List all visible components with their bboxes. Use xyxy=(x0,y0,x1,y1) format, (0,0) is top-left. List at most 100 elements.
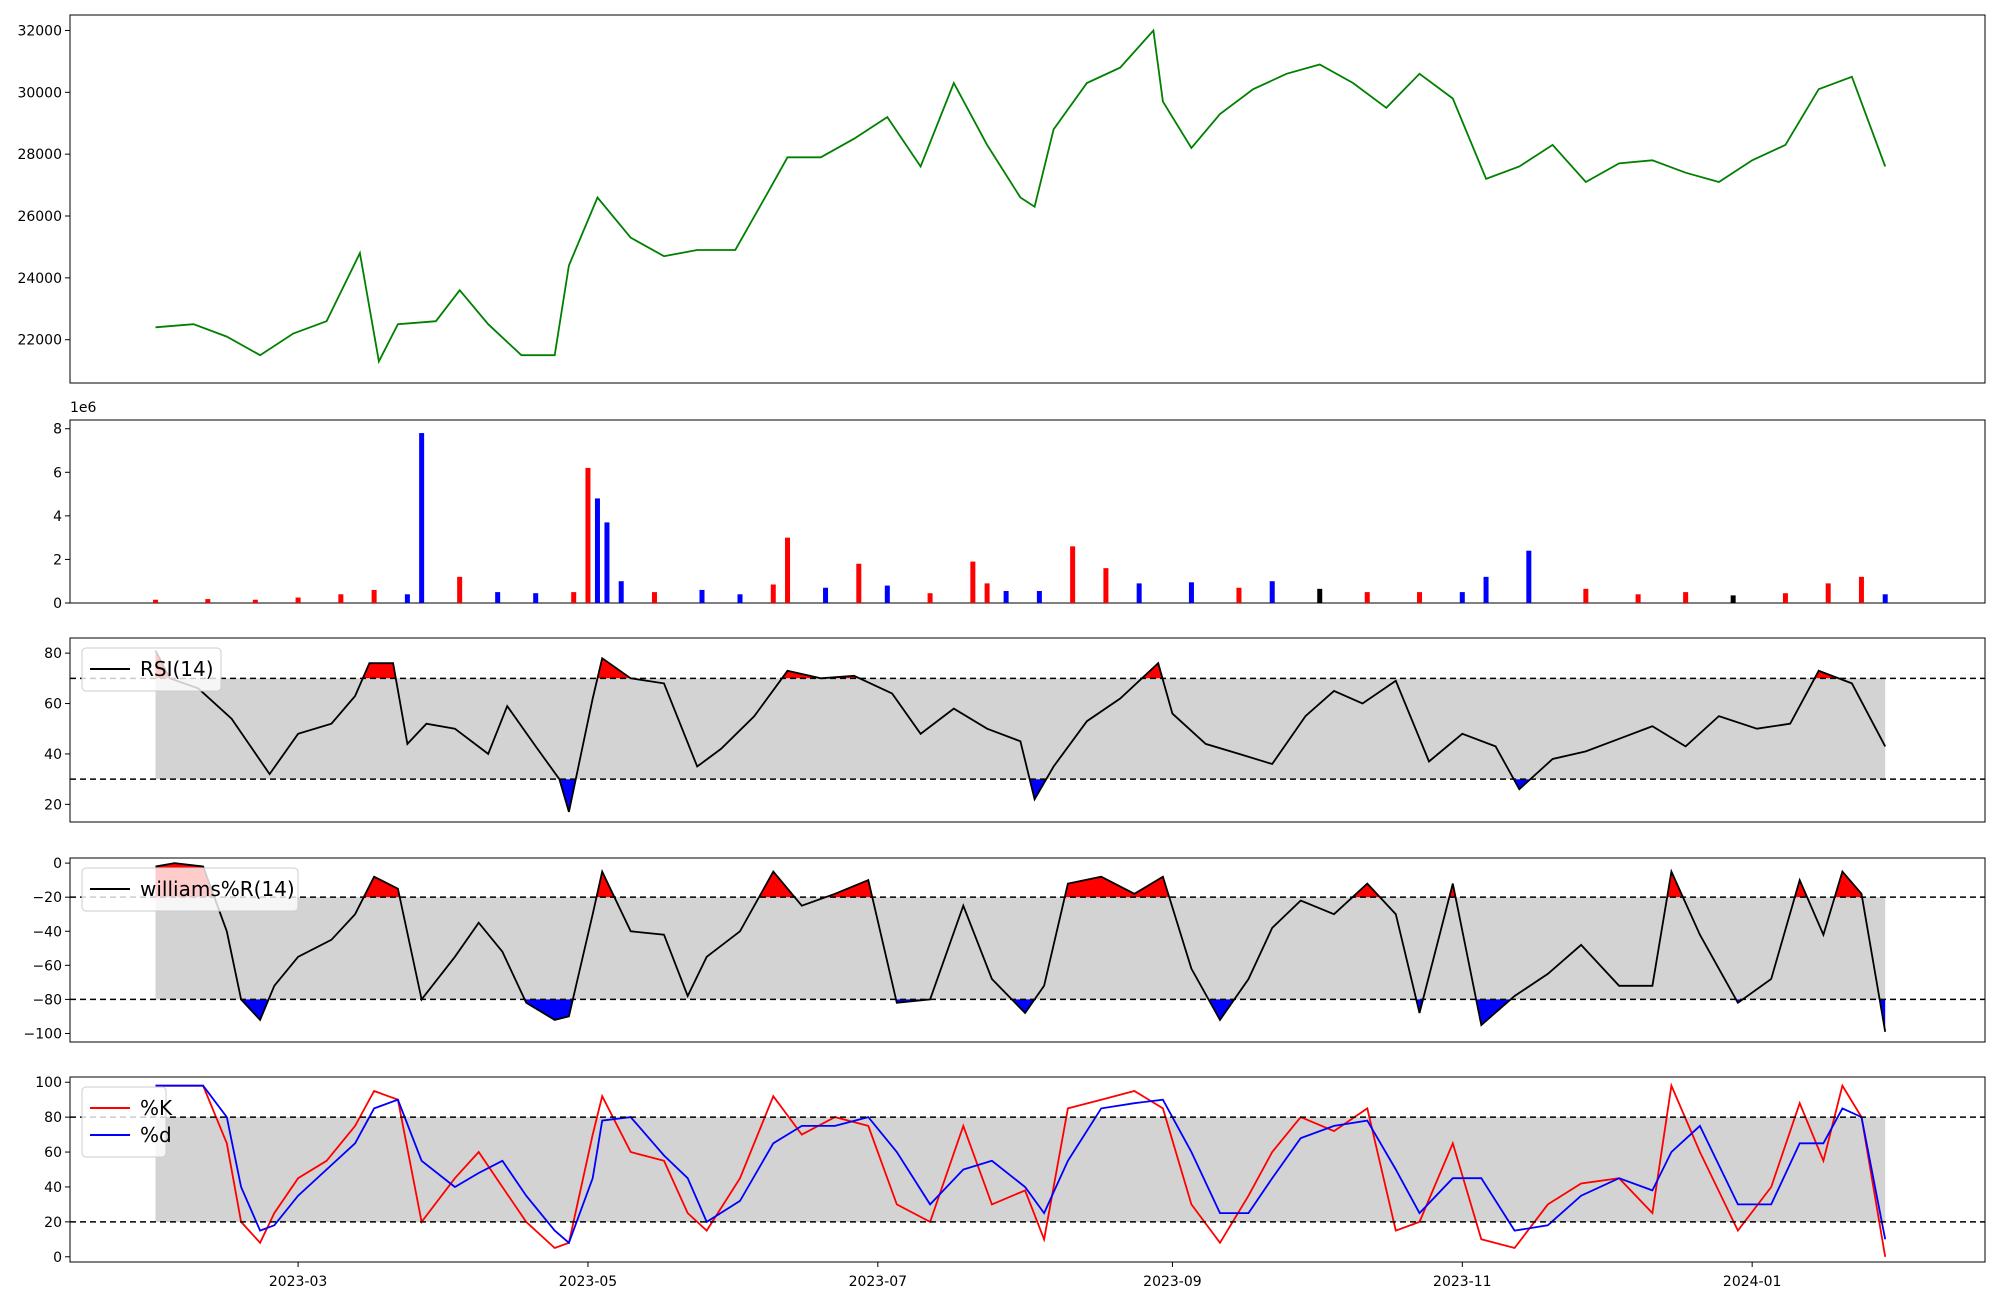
y-tick-label: 2 xyxy=(53,552,62,568)
volume-bar xyxy=(970,561,976,603)
volume-bar xyxy=(1417,592,1423,603)
indicator-line xyxy=(155,862,1887,1032)
overbought-fill xyxy=(1794,880,1808,898)
y-tick-label: 20 xyxy=(44,1215,62,1231)
oversold-fill xyxy=(1011,999,1035,1013)
y-tick-label: 4 xyxy=(53,509,62,525)
y-multiplier-label: 1e6 xyxy=(70,400,97,416)
volume-bar xyxy=(770,584,776,603)
x-tick-label: 2023-03 xyxy=(269,1274,328,1290)
volume-bar xyxy=(1070,546,1076,603)
y-tick-label: 0 xyxy=(53,596,62,612)
y-tick-label: 100 xyxy=(35,1075,62,1091)
volume-bar xyxy=(404,594,410,603)
volume-bar xyxy=(419,433,425,603)
volume-bar xyxy=(618,581,624,603)
volume-panel: 0 2 4 6 8 1e6 xyxy=(53,400,1986,612)
volume-bar xyxy=(1236,587,1242,603)
oversold-fill xyxy=(1513,779,1531,790)
overbought-fill xyxy=(1064,876,1170,898)
volume-bar xyxy=(1483,576,1489,603)
overbought-fill xyxy=(1352,883,1380,898)
volume-bar xyxy=(785,537,791,603)
y-tick-label: −40 xyxy=(32,924,62,940)
y-tick-label: 30000 xyxy=(17,85,62,101)
volume-bar xyxy=(1103,568,1109,603)
volume-bar xyxy=(585,467,591,603)
x-tick-label: 2023-07 xyxy=(849,1274,908,1290)
neutral-band xyxy=(155,1117,1886,1222)
volume-bar xyxy=(651,592,657,603)
y-tick-label: −20 xyxy=(32,890,62,906)
overbought-fill xyxy=(759,871,795,898)
volume-bar xyxy=(457,576,463,603)
volume-bar xyxy=(295,597,301,603)
y-tick-label: 0 xyxy=(53,1250,62,1266)
rsi-panel: RSI(14) 20 40 60 80 xyxy=(44,637,1986,823)
oversold-fill xyxy=(559,779,576,812)
y-tick-label: 0 xyxy=(53,856,62,872)
price-line xyxy=(155,28,1887,365)
legend-label: RSI(14) xyxy=(140,657,214,681)
y-tick-label: 28000 xyxy=(17,147,62,163)
volume-bar xyxy=(1526,550,1532,603)
neutral-band xyxy=(155,678,1886,780)
x-tick-label: 2023-09 xyxy=(1143,1274,1202,1290)
volume-bar xyxy=(1882,594,1888,603)
y-tick-label: −80 xyxy=(32,992,62,1008)
price-panel: 22000 24000 26000 28000 30000 32000 xyxy=(17,14,1986,384)
y-tick-label: 24000 xyxy=(17,271,62,287)
volume-bar xyxy=(1459,592,1465,603)
y-tick-label: 8 xyxy=(53,422,62,438)
volume-bar xyxy=(1683,592,1689,603)
y-tick-label: 60 xyxy=(44,697,62,713)
volume-bar xyxy=(604,522,610,603)
y-tick-label: 20 xyxy=(44,797,62,813)
y-tick-label: −100 xyxy=(24,1026,62,1042)
volume-bar xyxy=(1269,581,1275,603)
axes-frame xyxy=(69,857,1986,1043)
legend-box xyxy=(81,1086,167,1158)
volume-bar xyxy=(1782,593,1788,603)
volume-bar xyxy=(338,594,344,603)
legend-label: %K xyxy=(140,1096,173,1120)
volume-bar xyxy=(984,583,990,603)
x-tick-label: 2023-05 xyxy=(559,1274,618,1290)
volume-bar xyxy=(1036,591,1042,603)
y-tick-label: 6 xyxy=(53,465,62,481)
volume-bar xyxy=(594,498,600,603)
y-tick-label: 22000 xyxy=(17,333,62,349)
y-tick-label: 32000 xyxy=(17,23,62,39)
overbought-fill xyxy=(362,663,396,679)
legend-label: williams%R(14) xyxy=(140,877,295,901)
x-tick-label: 2024-01 xyxy=(1723,1274,1782,1290)
series-line xyxy=(155,1082,1887,1257)
stochastic-panel: %K %d 0 20 40 60 80 100 2023-03 2023-05 2023-07 202… xyxy=(35,1075,1986,1290)
williams-panel: williams%R(14) 0 −20 −40 −60 −80 −100 xyxy=(24,856,1986,1043)
y-tick-label: 60 xyxy=(44,1145,62,1161)
volume-bar xyxy=(737,594,743,603)
volume-bar xyxy=(927,593,933,603)
volume-bar xyxy=(1635,594,1641,603)
y-tick-label: 80 xyxy=(44,1110,62,1126)
volume-bar xyxy=(533,593,539,603)
y-tick-label: 40 xyxy=(44,1180,62,1196)
volume-bar xyxy=(823,587,829,603)
volume-bar xyxy=(1003,591,1009,603)
y-tick-label: 80 xyxy=(44,646,62,662)
overbought-fill xyxy=(1834,871,1862,898)
axes-frame xyxy=(69,637,1986,823)
axes-frame xyxy=(69,1076,1986,1263)
volume-bar xyxy=(1583,588,1589,603)
volume-bar xyxy=(1364,592,1370,603)
neutral-band xyxy=(155,897,1886,1000)
axes-frame xyxy=(69,419,1986,604)
y-tick-label: −60 xyxy=(32,958,62,974)
volume-bar xyxy=(884,585,890,603)
volume-bar xyxy=(1188,582,1194,603)
volume-bar xyxy=(1136,583,1142,603)
axes-frame xyxy=(69,14,1986,384)
volume-bar xyxy=(205,599,211,603)
volume-bar xyxy=(252,599,258,603)
